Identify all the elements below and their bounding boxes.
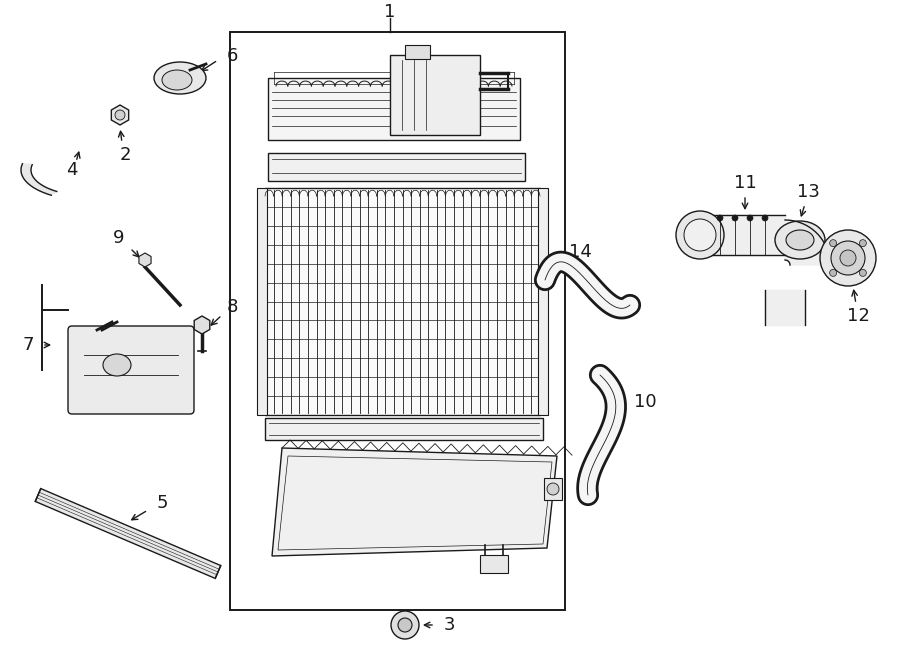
- Circle shape: [830, 269, 837, 276]
- Bar: [265, 418, 543, 440]
- Text: 7: 7: [22, 336, 34, 354]
- Circle shape: [830, 240, 837, 247]
- Bar: [405, 45, 430, 59]
- Text: 14: 14: [569, 243, 591, 261]
- Circle shape: [717, 215, 723, 221]
- Ellipse shape: [103, 354, 131, 376]
- Circle shape: [831, 241, 865, 275]
- Circle shape: [860, 269, 867, 276]
- Polygon shape: [272, 448, 557, 556]
- Text: 12: 12: [847, 307, 869, 325]
- Ellipse shape: [786, 230, 814, 250]
- Text: 13: 13: [796, 183, 819, 201]
- Circle shape: [820, 230, 876, 286]
- Circle shape: [398, 618, 412, 632]
- Text: 8: 8: [226, 298, 238, 316]
- Circle shape: [762, 215, 768, 221]
- Text: 1: 1: [384, 3, 396, 21]
- Bar: [390, 55, 480, 135]
- Text: 10: 10: [634, 393, 656, 411]
- Bar: [480, 555, 508, 573]
- Text: 5: 5: [157, 494, 167, 512]
- FancyBboxPatch shape: [68, 326, 194, 414]
- Text: 6: 6: [226, 47, 238, 65]
- Circle shape: [840, 250, 856, 266]
- Ellipse shape: [162, 70, 192, 90]
- Text: 11: 11: [734, 174, 756, 192]
- Text: 4: 4: [67, 161, 77, 179]
- Circle shape: [732, 215, 738, 221]
- Circle shape: [115, 110, 125, 120]
- Polygon shape: [35, 488, 220, 578]
- Text: 2: 2: [119, 146, 130, 164]
- Text: 9: 9: [113, 229, 125, 247]
- Polygon shape: [194, 316, 210, 334]
- Polygon shape: [785, 220, 830, 265]
- Bar: [544, 478, 562, 500]
- Circle shape: [747, 215, 753, 221]
- Circle shape: [391, 611, 419, 639]
- Ellipse shape: [775, 221, 825, 259]
- Text: 3: 3: [443, 616, 454, 634]
- Polygon shape: [21, 164, 57, 195]
- Bar: [538, 188, 548, 415]
- Polygon shape: [139, 253, 151, 267]
- Polygon shape: [268, 78, 520, 140]
- Bar: [265, 188, 540, 415]
- Bar: [268, 153, 525, 181]
- Ellipse shape: [154, 62, 206, 94]
- Bar: [230, 32, 565, 610]
- Circle shape: [676, 211, 724, 259]
- Bar: [257, 188, 267, 415]
- Polygon shape: [112, 105, 129, 125]
- Circle shape: [684, 219, 716, 251]
- Circle shape: [547, 483, 559, 495]
- Circle shape: [860, 240, 867, 247]
